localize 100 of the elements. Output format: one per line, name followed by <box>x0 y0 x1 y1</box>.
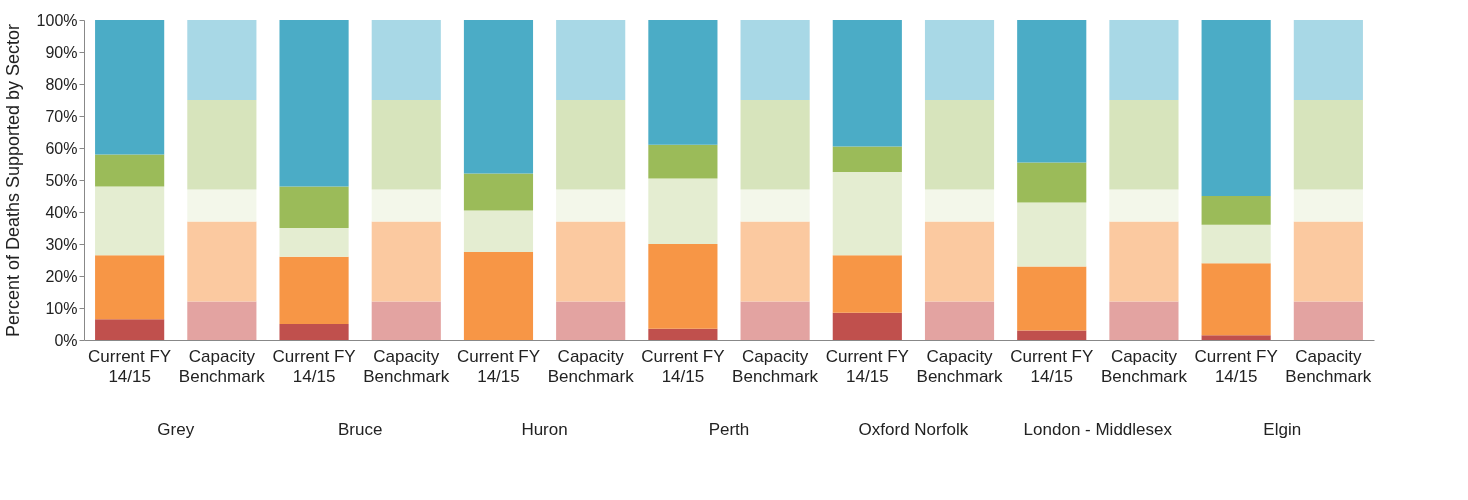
bar <box>95 255 165 320</box>
bar <box>832 146 902 172</box>
x-tick-label: Current FY 14/15 <box>272 346 356 386</box>
text: Grey <box>157 420 195 439</box>
bar <box>648 178 718 244</box>
x-tick-label: Capacity Benchmark <box>732 346 819 386</box>
y-tick-label: 100% <box>36 11 78 29</box>
bar <box>740 20 810 100</box>
y-tick-label: 70% <box>45 107 78 125</box>
bar <box>187 221 257 302</box>
bar <box>187 301 257 340</box>
bar <box>924 221 995 302</box>
text: Huron <box>521 420 568 439</box>
bar <box>1109 189 1179 222</box>
y-tick-label: 20% <box>45 267 78 285</box>
bar <box>279 228 349 257</box>
x-tick-label: Current FY 14/15 <box>1010 346 1094 386</box>
bar <box>740 100 810 190</box>
bar <box>1109 301 1179 340</box>
bar <box>740 221 810 302</box>
bar <box>556 189 626 222</box>
bar <box>648 144 718 179</box>
bar <box>1017 330 1087 340</box>
bar <box>556 301 626 340</box>
text: London - Middlesex <box>1023 420 1173 439</box>
y-tick-label: 30% <box>45 235 78 253</box>
bar <box>1017 202 1087 267</box>
bar <box>279 324 349 340</box>
bar <box>1201 20 1271 196</box>
bar <box>371 20 441 100</box>
bar <box>924 301 995 340</box>
bar <box>371 221 441 302</box>
y-tick-label: 40% <box>45 203 78 221</box>
bar <box>556 20 626 100</box>
y-tick-label: 90% <box>45 43 78 61</box>
bar <box>648 244 718 329</box>
x-tick-label: Capacity Benchmark <box>363 346 450 386</box>
bar <box>1293 100 1363 190</box>
bar <box>1017 20 1087 163</box>
bar <box>556 100 626 190</box>
bar <box>1109 100 1179 190</box>
y-tick-label: 60% <box>45 139 78 157</box>
bar <box>1293 301 1363 340</box>
bar <box>1201 263 1271 336</box>
x-tick-label: Capacity Benchmark <box>1100 346 1188 386</box>
y-tick-label: 0% <box>54 331 78 349</box>
bar <box>463 20 534 174</box>
bar <box>95 186 165 256</box>
bar <box>924 189 995 222</box>
y-tick-label: 80% <box>45 75 78 93</box>
y-tick-label: 50% <box>45 171 78 189</box>
bar <box>1293 20 1363 100</box>
bar <box>463 210 534 252</box>
bar <box>648 328 718 340</box>
bar <box>924 20 995 100</box>
bar <box>1201 196 1271 225</box>
bar <box>1293 221 1363 302</box>
bar <box>740 189 810 222</box>
bar <box>371 301 441 340</box>
bar <box>1201 224 1271 264</box>
bar <box>832 20 902 147</box>
bar <box>1109 20 1179 100</box>
bar <box>187 20 257 100</box>
bar <box>832 255 902 313</box>
bar <box>279 256 349 324</box>
bar <box>1201 335 1271 340</box>
x-tick-label: Capacity Benchmark <box>1285 346 1372 386</box>
bar <box>1109 221 1179 302</box>
bar <box>371 189 441 222</box>
bar <box>924 100 995 190</box>
bar <box>740 301 810 340</box>
bar <box>1017 266 1087 331</box>
bar <box>95 20 165 155</box>
text: Bruce <box>337 420 383 439</box>
bar <box>279 186 349 228</box>
bar <box>648 20 718 145</box>
text: Elgin <box>1263 420 1302 439</box>
text: Oxford Norfolk <box>858 420 969 439</box>
bar <box>371 100 441 190</box>
y-tick-label: 10% <box>45 299 78 317</box>
text: Perth <box>708 420 750 439</box>
bar <box>1017 162 1087 203</box>
x-tick-label: Current FY 14/15 <box>641 346 725 386</box>
bar <box>187 100 257 190</box>
bar <box>187 189 257 222</box>
x-tick-label: Capacity Benchmark <box>547 346 635 386</box>
bar <box>279 20 349 187</box>
x-tick-label: Capacity Benchmark <box>916 346 1004 386</box>
bar <box>832 312 902 340</box>
bar <box>463 173 534 211</box>
bar <box>95 319 165 340</box>
bar <box>832 172 902 256</box>
bar <box>1293 189 1363 222</box>
bar <box>95 154 165 187</box>
x-tick-label: Current FY 14/15 <box>1194 346 1278 386</box>
y-axis-title: Percent of Deaths Supported by Sector <box>2 23 23 338</box>
x-tick-label: Current FY 14/15 <box>456 346 541 386</box>
bar <box>463 252 534 340</box>
bar <box>556 221 626 302</box>
x-tick-label: Current FY 14/15 <box>88 346 172 386</box>
